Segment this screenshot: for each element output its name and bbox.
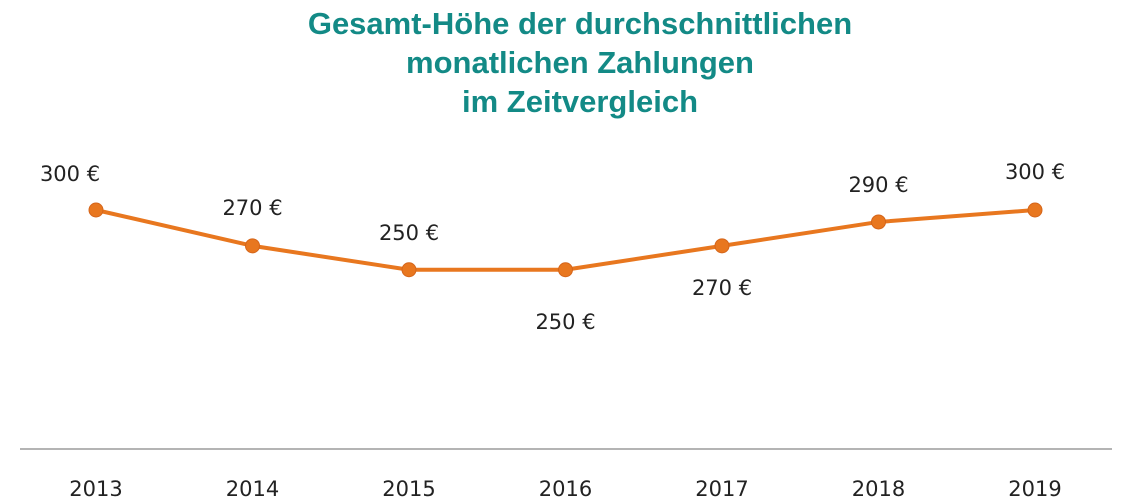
point [714,238,730,254]
x-tick-label: 2019 [1008,477,1061,501]
x-tick-label: 2014 [226,477,279,501]
data-label: 270 € [222,196,282,220]
x-tick-label: 2015 [382,477,435,501]
x-tick-label: 2018 [852,477,905,501]
x-tick-label: 2017 [695,477,748,501]
point [558,262,573,278]
data-label: 250 € [379,221,439,245]
chart-title: Gesamt-Höhe der durchschnittlichen monat… [307,6,853,119]
point [88,202,104,218]
x-tick-label: 2016 [539,477,592,501]
point [871,214,886,230]
point [245,238,260,254]
data-label: 250 € [535,310,595,334]
data-label: 300 € [40,162,100,186]
point [1027,202,1043,218]
x-tick-label: 2013 [69,477,122,501]
data-label: 270 € [692,276,752,300]
point [401,262,417,278]
data-label: 290 € [848,173,908,197]
data-label: 300 € [1005,160,1065,184]
